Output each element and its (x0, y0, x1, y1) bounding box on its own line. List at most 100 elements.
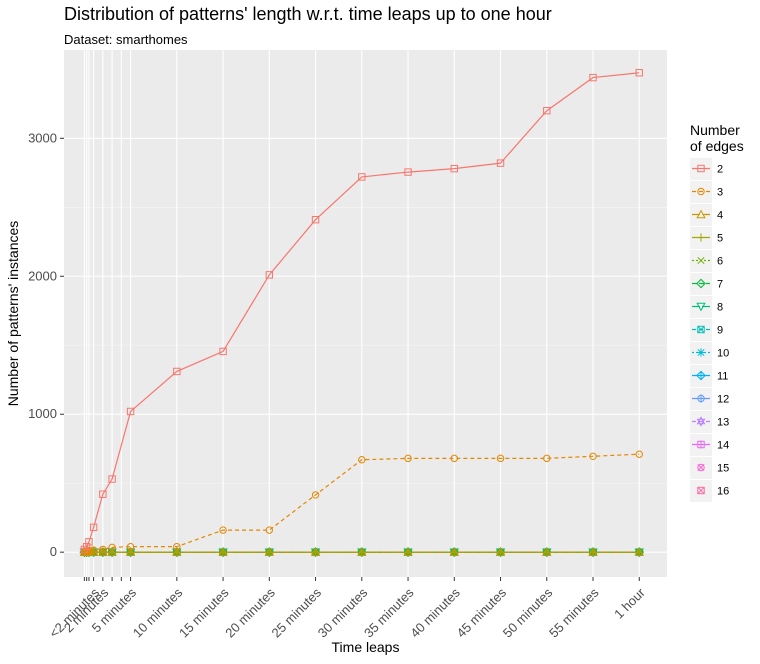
data-point (219, 526, 227, 534)
data-point (450, 164, 458, 173)
legend-label: 12 (717, 394, 729, 406)
legend-item-4: 4 (690, 204, 723, 226)
legend-item-9: 9 (690, 319, 723, 341)
legend-item-10: 10 (690, 342, 729, 364)
legend-key-marker (696, 278, 706, 289)
y-axis-title: Number of patterns' instances (5, 221, 21, 407)
legend-label: 6 (717, 256, 723, 268)
series-line (84, 453, 640, 553)
legend-label: 14 (717, 440, 729, 452)
legend-item-3: 3 (690, 181, 723, 203)
data-point (82, 542, 91, 551)
data-point (404, 168, 412, 176)
legend-title: of edges (690, 138, 744, 154)
data-point (265, 271, 274, 279)
legend-label: 13 (717, 417, 729, 429)
data-point (126, 407, 135, 416)
data-point (99, 545, 107, 554)
legend-label: 11 (717, 371, 728, 383)
data-point (635, 69, 643, 77)
legend-key-marker (696, 440, 706, 449)
legend-item-12: 12 (690, 388, 729, 410)
legend-key-marker (696, 233, 706, 242)
data-point (125, 547, 136, 556)
data-point (172, 547, 182, 556)
legend-item-8: 8 (690, 296, 723, 318)
data-point (264, 547, 274, 556)
data-point (89, 546, 98, 554)
legend-label: 16 (717, 486, 729, 498)
legend-key (690, 204, 712, 226)
legend-item-14: 14 (690, 434, 729, 456)
legend-item-6: 6 (690, 250, 723, 272)
data-point (108, 543, 116, 552)
data-point (589, 73, 597, 82)
data-point (496, 159, 505, 167)
legend-key-marker (697, 325, 705, 334)
legend-key-marker (696, 416, 706, 427)
legend-key-marker (696, 209, 706, 219)
data-point (358, 456, 366, 464)
data-point (218, 547, 228, 556)
legend-key-marker (696, 348, 706, 357)
data-point (311, 491, 320, 499)
legend-key-marker (696, 302, 706, 312)
legend-key-marker (697, 187, 705, 196)
legend-key-marker (697, 463, 705, 472)
legend-item-11: 11 (690, 365, 728, 387)
data-point (589, 452, 597, 460)
data-point (543, 107, 551, 115)
plot-panel (64, 50, 667, 577)
series-layer (79, 69, 645, 558)
legend-item-2: 2 (690, 158, 723, 180)
chart-subtitle: Dataset: smarthomes (64, 32, 188, 47)
legend-label: 2 (717, 164, 723, 176)
legend-label: 15 (717, 463, 729, 475)
legend-key (690, 296, 712, 318)
data-point (85, 538, 93, 546)
data-point (358, 173, 366, 181)
data-point (85, 546, 93, 555)
data-point (108, 475, 116, 483)
data-point (99, 490, 107, 498)
data-point (634, 547, 644, 556)
y-tick-label: 2000 (28, 268, 57, 283)
data-point (588, 547, 598, 556)
x-axis-title: Time leaps (332, 639, 400, 655)
series-3 (80, 450, 643, 556)
data-point (265, 526, 274, 534)
series-2 (80, 69, 643, 554)
data-point (89, 523, 98, 532)
y-tick-label: 1000 (28, 406, 57, 421)
legend-item-16: 16 (690, 480, 729, 502)
data-point (107, 547, 117, 556)
data-point (126, 542, 135, 551)
legend-label: 10 (717, 348, 729, 360)
legend-key-marker (696, 394, 706, 403)
legend-key-marker (697, 256, 705, 265)
legend-item-13: 13 (690, 411, 729, 433)
legend-item-7: 7 (690, 273, 723, 295)
legend-key-marker (697, 486, 705, 495)
legend-item-5: 5 (690, 227, 723, 249)
x-tick-label: 1 hour (611, 584, 648, 621)
legend-key-marker (697, 164, 705, 173)
data-point (450, 454, 458, 463)
data-point (173, 542, 181, 551)
y-tick-label: 0 (50, 544, 57, 559)
y-tick-label: 3000 (28, 130, 57, 145)
legend-label: 4 (717, 210, 723, 222)
legend-label: 7 (717, 279, 723, 291)
data-point (311, 215, 320, 224)
grid-lines (64, 50, 667, 577)
data-point (173, 367, 181, 376)
data-point (403, 547, 413, 556)
data-point (635, 450, 643, 458)
data-point (542, 547, 552, 556)
legend-label: 3 (717, 187, 723, 199)
data-point (404, 454, 412, 463)
legend-key-marker (696, 370, 706, 381)
legend-title: Number (690, 122, 740, 138)
